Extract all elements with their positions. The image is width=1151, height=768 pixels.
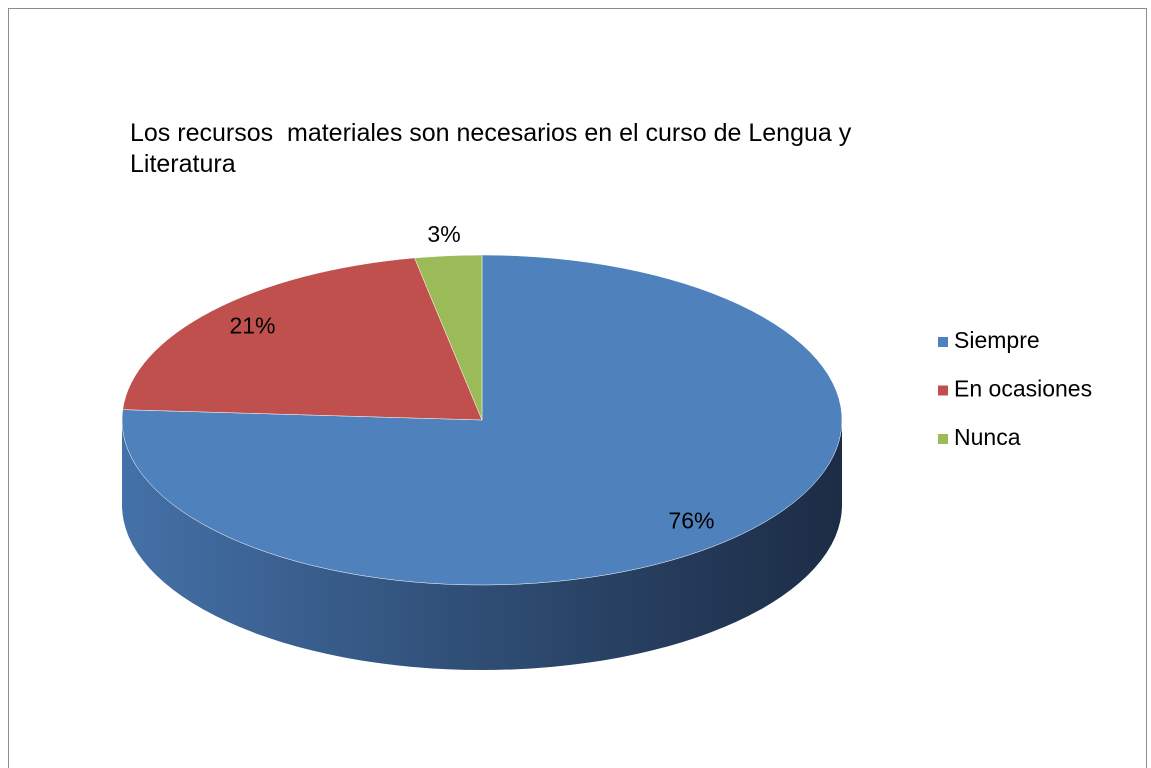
legend-swatch: [938, 337, 948, 347]
pie-side: [122, 420, 842, 670]
pie-slice: [122, 257, 483, 421]
legend-label: En ocasiones: [954, 376, 1092, 402]
data-label: 3%: [427, 221, 460, 247]
chart-title: Los recursos materiales son necesarios e…: [130, 119, 859, 178]
legend-swatch: [938, 385, 948, 396]
data-label: 76%: [668, 507, 714, 533]
legend-swatch: [938, 434, 948, 444]
legend-label: Nunca: [954, 424, 1021, 450]
legend-label: Siempre: [954, 327, 1040, 353]
pie-slice: [414, 254, 483, 421]
data-label: 21%: [229, 312, 275, 338]
chart-frame: [8, 8, 1147, 768]
